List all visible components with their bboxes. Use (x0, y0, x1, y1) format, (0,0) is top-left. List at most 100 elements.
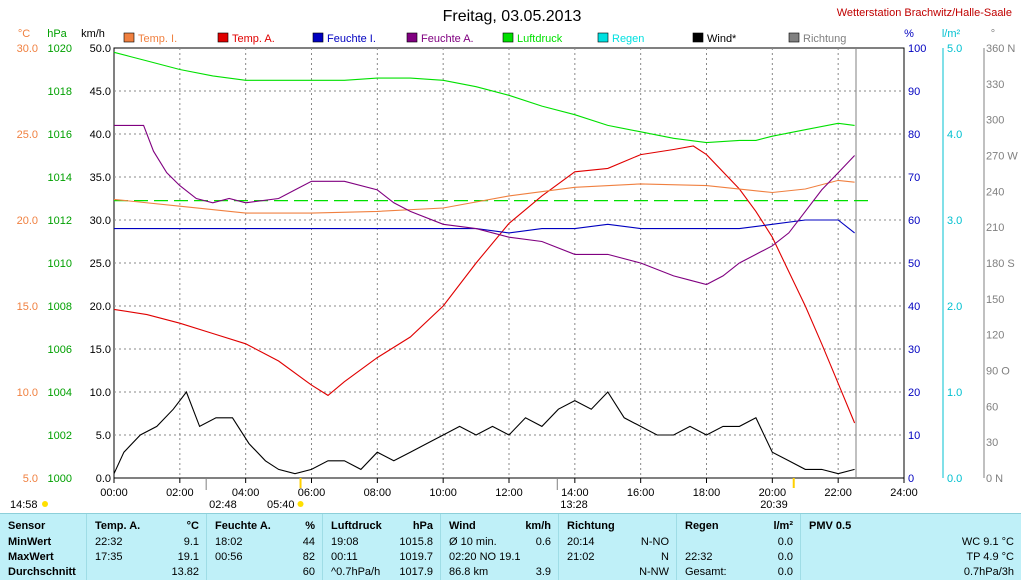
stats-value: TP 4.9 °C (966, 551, 1014, 563)
temp-tick-label: 30.0 (17, 43, 38, 55)
sun-moon-markers: 14:58 02:48 13:28 05:40 20:39 (10, 478, 795, 511)
humidity-unit-label: % (904, 28, 914, 40)
stats-column-header: PMV 0.5 (809, 520, 852, 532)
series-line-wind (113, 390, 855, 475)
stats-column-unit: % (305, 520, 315, 532)
wind-tick-label: 25.0 (90, 258, 111, 270)
series-line-feuchte-a (114, 124, 855, 286)
direction-tick-label: 360 N (986, 43, 1015, 55)
pressure-tick-label: 1012 (48, 215, 72, 227)
pressure-tick-label: 1006 (48, 344, 72, 356)
legend-swatch (217, 32, 229, 43)
time-tick-label: 00:00 (100, 487, 128, 499)
temp-tick-label: 10.0 (17, 387, 38, 399)
stats-column: Feuchte A.% 18:02 44 00:56 82 60 (206, 514, 323, 580)
statistics-table: Sensor MinWert MaxWert Durchschnitt Temp. A.… (0, 513, 1021, 580)
time-tick-label: 14:00 (561, 487, 589, 499)
legend-swatch (597, 32, 609, 43)
legend-swatch (123, 32, 135, 43)
rain-tick-label: 0.0 (947, 473, 962, 485)
stats-value: 44 (302, 536, 315, 548)
stats-cell: 00:11 (331, 551, 358, 563)
series-line-temp-a (113, 145, 856, 424)
legend-swatch (788, 32, 800, 43)
legend-label: Feuchte A. (421, 33, 474, 45)
time-tick-label: 08:00 (364, 487, 392, 499)
legend-label: Richtung (803, 33, 846, 45)
stats-column-unit: °C (186, 520, 199, 532)
legend-swatch (312, 32, 324, 43)
moon-time-label: 13:28 (560, 499, 588, 511)
moon-time-label: 02:48 (209, 499, 237, 511)
stats-value: N (661, 551, 669, 563)
wind-tick-label: 45.0 (90, 86, 111, 98)
wind-tick-label: 20.0 (90, 301, 111, 313)
temp-unit-label: °C (18, 28, 30, 40)
temp-tick-label: 25.0 (17, 129, 38, 141)
stats-column-header: Feuchte A. (215, 520, 271, 532)
time-tick-label: 06:00 (298, 487, 326, 499)
stats-value: 9.1 (183, 536, 199, 548)
time-tick-label: 12:00 (495, 487, 523, 499)
legend-swatch (502, 32, 514, 43)
direction-tick-label: 270 W (986, 151, 1018, 163)
humidity-tick-label: 80 (908, 129, 920, 141)
stats-value: WC 9.1 °C (961, 536, 1014, 548)
humidity-tick-label: 30 (908, 344, 920, 356)
stats-cell: 18:02 (215, 536, 243, 548)
direction-tick-label: 90 O (986, 366, 1010, 378)
stats-value: 1015.8 (399, 536, 433, 548)
legend-swatch (692, 32, 704, 43)
temp-tick-label: 20.0 (17, 215, 38, 227)
stats-column: Regen l/m² 0.0 22:32 0.0 Gesamt: 0.0 (676, 514, 801, 580)
stats-column-unit: km/h (525, 520, 551, 532)
stats-cell: Gesamt: (685, 566, 727, 578)
stats-column-header: Wind (449, 520, 476, 532)
stats-cell: 22:32 (95, 536, 123, 548)
legend-label: Temp. A. (232, 33, 275, 45)
stats-column: Richtung 20:14 N-NO 21:02 N N-NW (558, 514, 677, 580)
time-marker-left: 14:58 (10, 499, 38, 511)
legend-swatch (406, 32, 418, 43)
direction-tick-label: 210 (986, 222, 1004, 234)
time-tick-label: 16:00 (627, 487, 655, 499)
pressure-tick-label: 1008 (48, 301, 72, 313)
time-tick-label: 02:00 (166, 487, 194, 499)
direction-tick-label: 300 (986, 115, 1004, 127)
stats-value: N-NO (640, 536, 669, 548)
stats-value: 82 (302, 551, 315, 563)
stats-value: 1017.9 (399, 566, 433, 578)
direction-tick-label: 30 (986, 437, 998, 449)
sunset-marker-label: 20:39 (760, 499, 788, 511)
time-tick-label: 18:00 (693, 487, 721, 499)
stats-value: 3.9 (535, 566, 551, 578)
series-line-temp-i (113, 179, 855, 214)
rain-tick-label: 5.0 (947, 43, 962, 55)
direction-tick-label: 120 (986, 330, 1004, 342)
humidity-tick-label: 60 (908, 215, 920, 227)
direction-unit-label: ° (991, 28, 995, 40)
stats-column-header: Sensor (8, 520, 46, 532)
pressure-tick-label: 1010 (48, 258, 72, 270)
stats-cell: MaxWert (8, 551, 54, 563)
pressure-tick-label: 1020 (48, 43, 72, 55)
stats-column: Luftdruck hPa 19:08 1015.8 00:11 1019.7 ^0.7hP… (322, 514, 441, 580)
direction-tick-label: 330 (986, 79, 1004, 91)
stats-value: 0.6 (535, 536, 551, 548)
pressure-tick-label: 1018 (48, 86, 72, 98)
pressure-tick-label: 1016 (48, 129, 72, 141)
chart-axes: 30.025.020.015.010.05.010201018101610141… (17, 43, 1019, 499)
stats-cell: 21:02 (567, 551, 595, 563)
humidity-tick-label: 50 (908, 258, 920, 270)
series-line-feuchte-i (114, 219, 855, 234)
stats-cell: 20:14 (567, 536, 595, 548)
chart-title: Freitag, 03.05.2013 (443, 8, 582, 25)
legend-label: Temp. I. (138, 33, 177, 45)
legend-label: Wind* (707, 33, 737, 45)
legend-label: Regen (612, 33, 644, 45)
time-tick-label: 20:00 (759, 487, 787, 499)
stats-value: 60 (302, 566, 315, 578)
direction-tick-label: 60 (986, 401, 998, 413)
direction-tick-label: 0 N (986, 473, 1003, 485)
humidity-tick-label: 40 (908, 301, 920, 313)
